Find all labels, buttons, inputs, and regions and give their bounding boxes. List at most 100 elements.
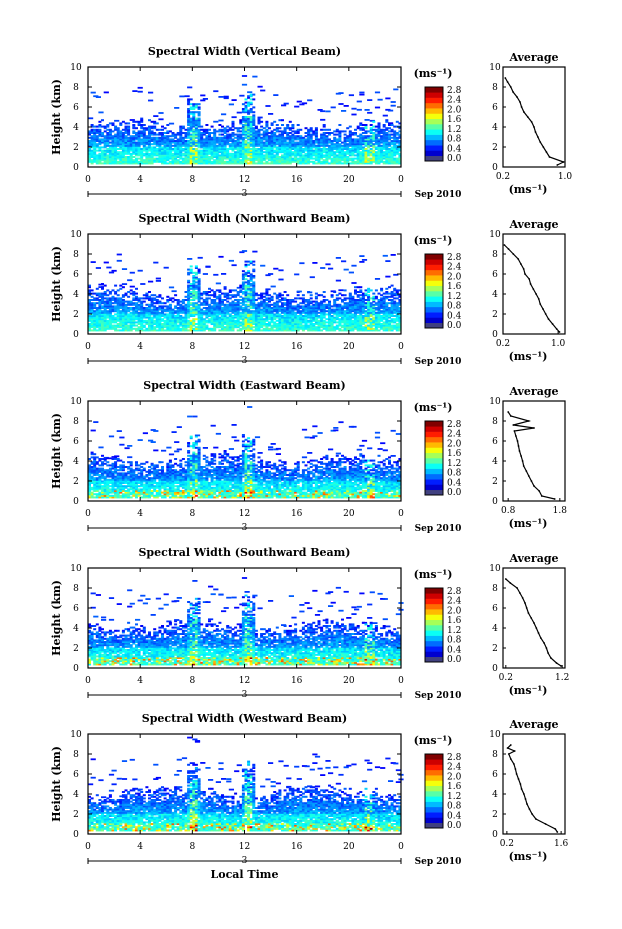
heatmap-cell: [385, 148, 389, 150]
heatmap-cell: [312, 262, 318, 264]
heatmap-cell: [273, 302, 277, 305]
heatmap-cell: [354, 307, 357, 309]
heatmap-cell: [262, 132, 266, 134]
heatmap-cell: [194, 160, 198, 163]
heatmap-cell: [361, 311, 365, 314]
heatmap-cell: [127, 136, 131, 139]
heatmap-cell: [140, 313, 144, 316]
heatmap-cell: [265, 146, 269, 149]
heatmap-cell: [247, 111, 251, 114]
heatmap-cell: [215, 319, 219, 322]
heatmap-cell: [106, 125, 110, 128]
average-y-tick-label: 0: [492, 163, 498, 173]
heatmap-cell: [296, 124, 300, 126]
heatmap-cell: [171, 315, 175, 317]
heatmap-cell: [153, 326, 157, 329]
y-axis-label: Height (km): [50, 246, 63, 322]
heatmap-cell: [236, 157, 240, 160]
heatmap-cell: [275, 313, 279, 316]
heatmap-cell: [346, 146, 350, 149]
heatmap-cell: [369, 141, 373, 144]
heatmap-cell: [328, 329, 331, 332]
colorbar-tick-label: 0.4: [447, 144, 462, 154]
heatmap-cell: [127, 160, 131, 163]
heatmap-cell: [142, 326, 146, 329]
heatmap-cell: [348, 271, 354, 274]
heatmap-cell: [150, 125, 154, 128]
heatmap-cell: [121, 321, 125, 324]
heatmap-cell: [150, 321, 154, 324]
heatmap-cell: [158, 300, 162, 303]
heatmap-cell: [283, 327, 287, 330]
heatmap-cell: [200, 157, 204, 160]
heatmap-cell: [226, 311, 230, 314]
heatmap-cell: [278, 156, 282, 158]
heatmap-cell: [194, 267, 198, 269]
heatmap-cell: [166, 295, 170, 298]
heatmap-cell: [348, 302, 352, 305]
heatmap-cell: [369, 159, 373, 162]
heatmap-cell: [192, 143, 196, 146]
heatmap-cell: [148, 313, 151, 316]
heatmap-cell: [265, 136, 269, 139]
heatmap-cell: [103, 329, 107, 332]
heatmap-cell: [268, 138, 271, 141]
heatmap-cell: [348, 308, 352, 311]
heatmap-cell: [88, 136, 91, 139]
heatmap-cell: [218, 310, 222, 313]
heatmap-cell: [127, 122, 131, 125]
heatmap-cell: [93, 138, 97, 141]
heatmap-cell: [291, 316, 295, 319]
heatmap-cell: [119, 287, 123, 290]
heatmap-cell: [189, 141, 193, 144]
heatmap-cell: [202, 273, 208, 275]
heatmap-cell: [208, 291, 211, 293]
heatmap-cell: [270, 136, 274, 139]
heatmap-cell: [252, 263, 256, 266]
heatmap-cell: [241, 75, 248, 77]
heatmap-cell: [161, 149, 164, 152]
heatmap-cell: [163, 144, 167, 147]
heatmap-cell: [249, 136, 253, 139]
heatmap-cell: [108, 132, 112, 134]
heatmap-cell: [111, 302, 115, 305]
heatmap-cell: [98, 162, 102, 165]
heatmap-cell: [103, 162, 107, 165]
heatmap-cell: [346, 143, 350, 146]
heatmap-cell: [187, 308, 191, 311]
heatmap-cell: [135, 159, 138, 162]
heatmap-cell: [129, 135, 133, 138]
heatmap-cell: [140, 324, 144, 327]
heatmap-cell: [343, 154, 347, 157]
heatmap-cell: [223, 327, 227, 330]
heatmap-cell: [268, 305, 271, 308]
heatmap-cell: [119, 154, 123, 157]
heatmap-cell: [179, 141, 183, 144]
heatmap-cell: [98, 138, 102, 141]
heatmap-cell: [155, 149, 159, 152]
heatmap-cell: [377, 128, 381, 131]
heatmap-cell: [179, 310, 183, 313]
heatmap-cell: [187, 286, 191, 289]
heatmap-cell: [98, 299, 102, 301]
heatmap-cell: [296, 303, 300, 306]
heatmap-cell: [359, 329, 363, 332]
heatmap-cell: [359, 307, 363, 309]
heatmap-cell: [249, 327, 253, 330]
heatmap-cell: [226, 157, 230, 160]
heatmap-cell: [270, 318, 274, 321]
heatmap-cell: [236, 111, 242, 114]
heatmap-cell: [202, 154, 206, 157]
heatmap-cell: [239, 323, 243, 325]
heatmap-cell: [335, 305, 339, 308]
heatmap-cell: [254, 136, 258, 139]
heatmap-cell: [234, 302, 238, 305]
heatmap-cell: [108, 152, 112, 155]
heatmap-cell: [275, 295, 279, 298]
heatmap-cell: [155, 136, 159, 139]
heatmap-cell: [187, 141, 191, 144]
heatmap-cell: [343, 159, 347, 162]
heatmap-cell: [132, 323, 136, 325]
heatmap-cell: [132, 303, 136, 306]
